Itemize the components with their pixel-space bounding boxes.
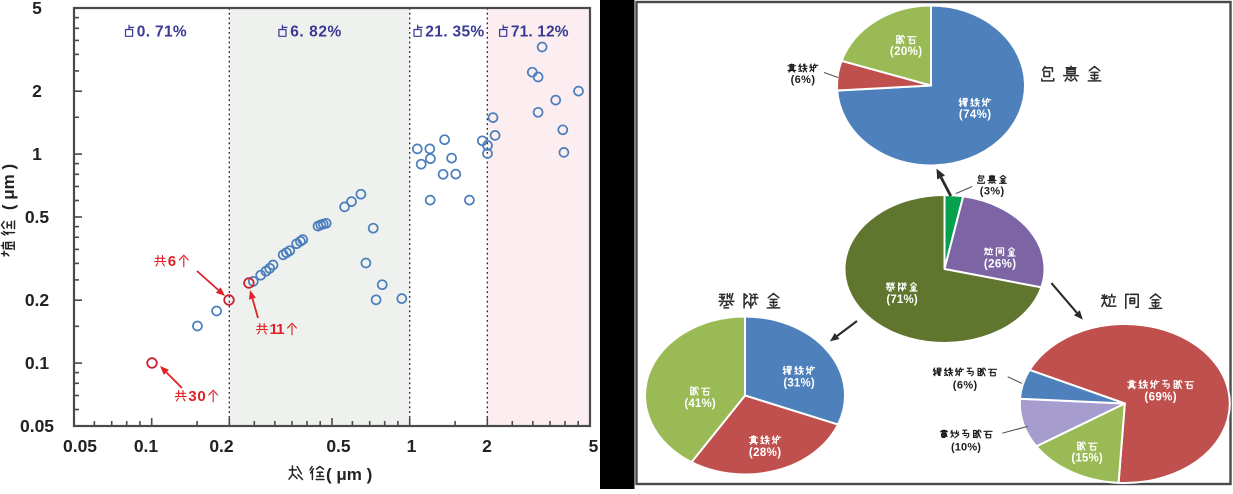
svg-text:(20%): (20%) [890,46,922,58]
svg-text:0.1: 0.1 [134,436,159,456]
svg-text:0.5: 0.5 [25,207,50,227]
svg-text:(10%): (10%) [951,442,981,454]
svg-text:(74%): (74%) [959,109,991,121]
svg-text:(41%): (41%) [684,398,715,410]
svg-text:0.2: 0.2 [25,290,50,310]
svg-text:21. 35%: 21. 35% [425,23,484,40]
svg-text:1: 1 [407,436,417,456]
svg-text:6: 6 [168,253,176,270]
svg-text:5: 5 [589,436,599,456]
svg-text:0.05: 0.05 [63,436,97,456]
svg-text:30: 30 [188,388,205,405]
svg-text:( μm ): ( μm ) [0,164,18,210]
svg-text:(26%): (26%) [984,258,1016,270]
svg-text:(71%): (71%) [886,294,917,306]
svg-text:0.1: 0.1 [25,353,50,373]
svg-text:(6%): (6%) [791,74,816,86]
svg-text:( μm ): ( μm ) [326,465,372,484]
svg-text:0.05: 0.05 [20,416,54,436]
svg-text:71. 12%: 71. 12% [511,23,569,40]
svg-text:(6%): (6%) [953,380,978,392]
svg-text:(31%): (31%) [783,377,814,389]
svg-text:2: 2 [482,436,492,456]
svg-text:11: 11 [270,321,285,338]
svg-text:(3%): (3%) [980,186,1005,198]
svg-text:(69%): (69%) [1144,391,1176,403]
svg-text:5: 5 [32,0,42,18]
svg-text:1: 1 [32,144,42,164]
svg-text:0. 71%: 0. 71% [137,23,187,40]
svg-text:0.5: 0.5 [326,436,351,456]
svg-text:0.2: 0.2 [209,436,234,456]
svg-text:(15%): (15%) [1071,452,1102,464]
svg-text:(28%): (28%) [749,447,781,459]
svg-text:2: 2 [32,81,42,101]
svg-text:6. 82%: 6. 82% [290,23,341,40]
